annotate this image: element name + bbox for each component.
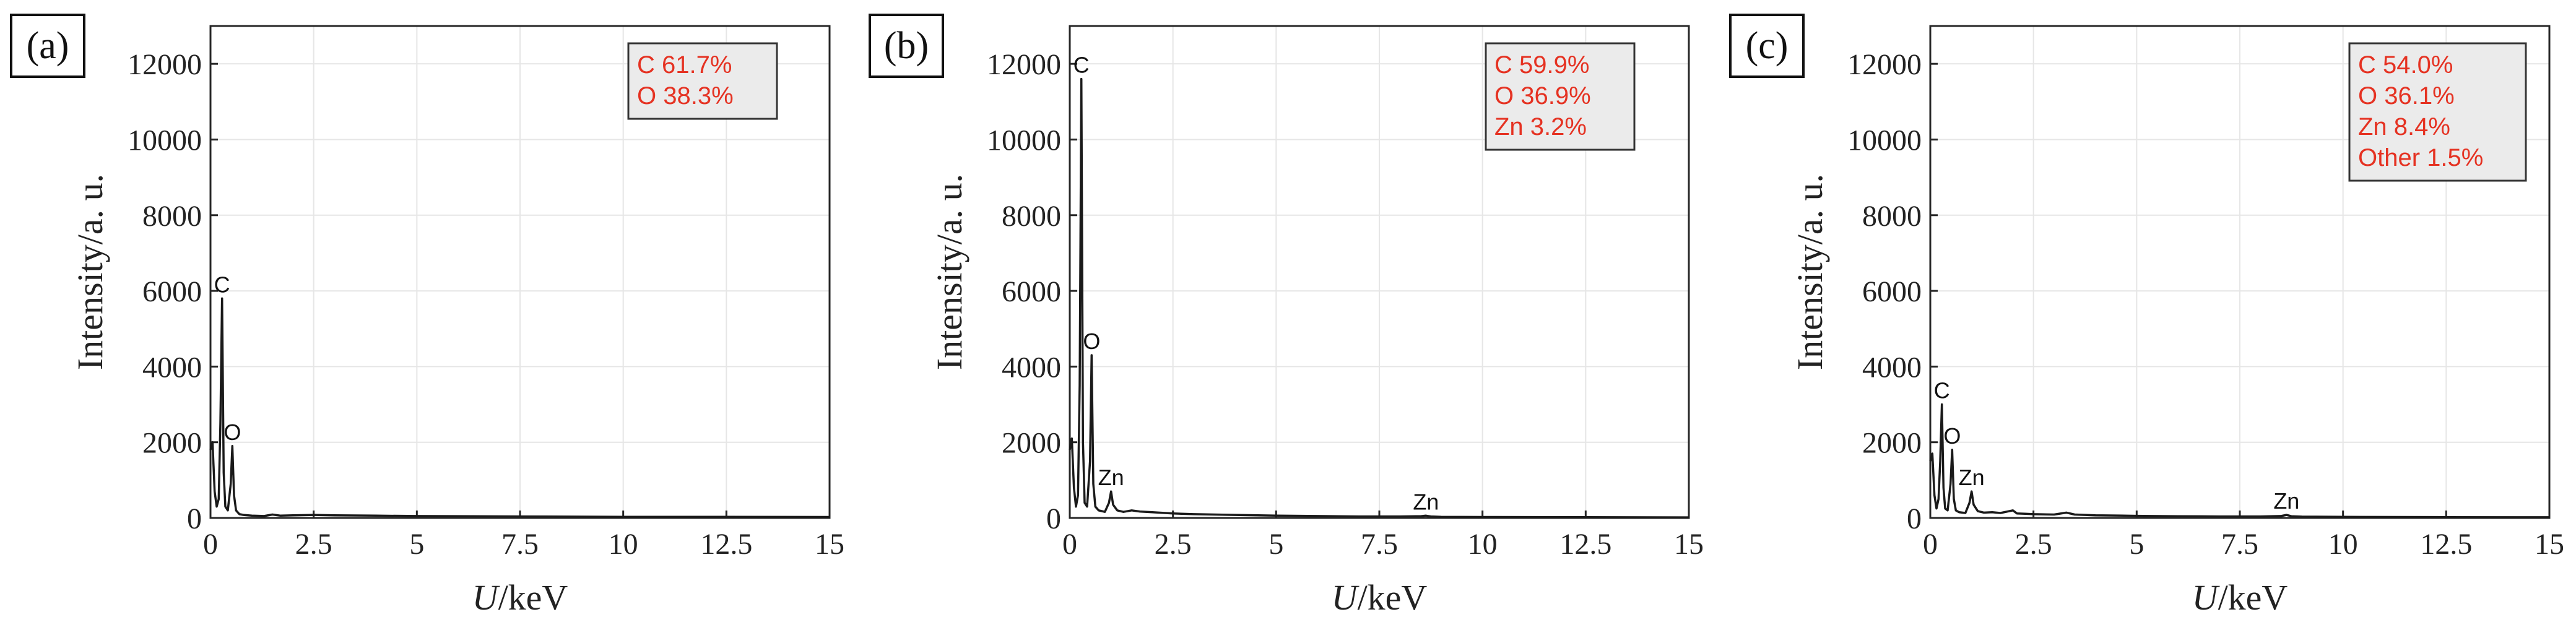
y-tick-label: 10000 bbox=[1847, 124, 1922, 157]
spectrum-line bbox=[209, 297, 830, 519]
panel-label: (c) bbox=[1746, 25, 1789, 67]
x-tick-label: 5 bbox=[409, 528, 424, 561]
x-tick-label: 15 bbox=[1674, 528, 1704, 561]
y-tick-label: 0 bbox=[187, 502, 202, 535]
peak-label-o: O bbox=[1083, 329, 1100, 354]
y-tick-label: 6000 bbox=[142, 275, 202, 308]
composition-entry: C 54.0% bbox=[2358, 51, 2453, 79]
y-axis-title: Intensity/a. u. bbox=[929, 174, 969, 370]
composition-entry: O 36.9% bbox=[1494, 82, 1591, 110]
x-tick-label: 0 bbox=[1923, 528, 1938, 561]
x-tick-label: 2.5 bbox=[1155, 528, 1192, 561]
x-tick-label: 12.5 bbox=[700, 528, 752, 561]
peak-label-zn: Zn bbox=[1413, 489, 1439, 514]
y-tick-label: 8000 bbox=[1862, 200, 1922, 233]
y-tick-label: 2000 bbox=[1002, 427, 1061, 460]
y-tick-label: 0 bbox=[1907, 502, 1922, 535]
panel-label-box bbox=[1729, 14, 1805, 78]
x-tick-label: 2.5 bbox=[295, 528, 332, 561]
y-tick-label: 10000 bbox=[128, 124, 202, 157]
y-tick-label: 6000 bbox=[1862, 275, 1922, 308]
y-tick-label: 0 bbox=[1046, 502, 1061, 535]
composition-box bbox=[2348, 42, 2527, 182]
x-axis-title: U/keV bbox=[472, 577, 568, 618]
x-tick-label: 7.5 bbox=[1361, 528, 1398, 561]
composition-entry: Other 1.5% bbox=[2358, 144, 2483, 171]
peak-label-zn: Zn bbox=[2273, 488, 2299, 514]
y-axis-title: Intensity/a. u. bbox=[70, 174, 110, 370]
x-tick-label: 15 bbox=[2535, 528, 2564, 561]
y-axis-title: Intensity/a. u. bbox=[1790, 174, 1830, 370]
y-tick-label: 2000 bbox=[1862, 427, 1922, 460]
y-tick-label: 12000 bbox=[1847, 48, 1922, 81]
composition-entry: C 59.9% bbox=[1494, 51, 1589, 79]
x-tick-label: 10 bbox=[2328, 528, 2358, 561]
composition-entry: O 36.1% bbox=[2358, 82, 2455, 110]
peak-label-o: O bbox=[223, 420, 241, 445]
x-tick-label: 12.5 bbox=[1559, 528, 1611, 561]
chart-panel-b: 0 2.5 5 7.5 10 12.5 15 0 2000 4000 6000 8000 10000 12… bbox=[869, 14, 1704, 618]
x-tick-label: 0 bbox=[1062, 528, 1077, 561]
x-tick-label: 7.5 bbox=[501, 528, 539, 561]
y-tick-label: 10000 bbox=[987, 124, 1061, 157]
x-tick-label: 2.5 bbox=[2015, 528, 2052, 561]
composition-entry: O 38.3% bbox=[637, 82, 734, 110]
spectrum-line bbox=[1929, 403, 2550, 519]
panel-label-box bbox=[10, 14, 85, 78]
x-tick-label: 15 bbox=[815, 528, 844, 561]
peak-label-zn: Zn bbox=[1959, 465, 1985, 490]
y-tick-label: 8000 bbox=[142, 200, 202, 233]
composition-entry: Zn 8.4% bbox=[2358, 113, 2450, 140]
composition-box bbox=[1485, 42, 1636, 151]
x-tick-label: 10 bbox=[609, 528, 638, 561]
x-tick-label: 0 bbox=[203, 528, 218, 561]
x-tick-label: 5 bbox=[2129, 528, 2144, 561]
peak-label-c: C bbox=[214, 272, 230, 297]
panel-label: (b) bbox=[884, 25, 929, 67]
y-tick-label: 4000 bbox=[1862, 351, 1922, 384]
spectrum-line bbox=[1069, 77, 1689, 519]
y-tick-label: 4000 bbox=[1002, 351, 1061, 384]
y-tick-label: 2000 bbox=[142, 427, 202, 460]
y-tick-label: 12000 bbox=[987, 48, 1061, 81]
x-tick-label: 5 bbox=[1268, 528, 1283, 561]
y-tick-label: 4000 bbox=[142, 351, 202, 384]
panel-label: (a) bbox=[27, 25, 69, 67]
x-tick-label: 12.5 bbox=[2420, 528, 2472, 561]
y-tick-label: 6000 bbox=[1002, 275, 1061, 308]
peak-label-o: O bbox=[1943, 423, 1961, 449]
peak-label-zn: Zn bbox=[1098, 465, 1124, 490]
composition-entry: Zn 3.2% bbox=[1494, 113, 1587, 140]
peak-label-c: C bbox=[1934, 378, 1950, 403]
x-tick-label: 10 bbox=[1468, 528, 1498, 561]
y-tick-label: 8000 bbox=[1002, 200, 1061, 233]
chart-panel-c: 0 2.5 5 7.5 10 12.5 15 0 2000 4000 6000 8000 10000 12… bbox=[1729, 14, 2564, 618]
peak-label-c: C bbox=[1073, 53, 1090, 78]
composition-box bbox=[627, 42, 778, 120]
x-axis-title: U/keV bbox=[2192, 577, 2288, 618]
composition-entry: C 61.7% bbox=[637, 51, 732, 79]
x-axis-title: U/keV bbox=[1332, 577, 1428, 618]
x-tick-label: 7.5 bbox=[2221, 528, 2258, 561]
panel-label-box bbox=[869, 14, 944, 78]
chart-panel-a: 0 2.5 5 7.5 10 12.5 15 0 2000 4000 6000 8000 10000 12… bbox=[10, 14, 844, 618]
y-tick-label: 12000 bbox=[128, 48, 202, 81]
